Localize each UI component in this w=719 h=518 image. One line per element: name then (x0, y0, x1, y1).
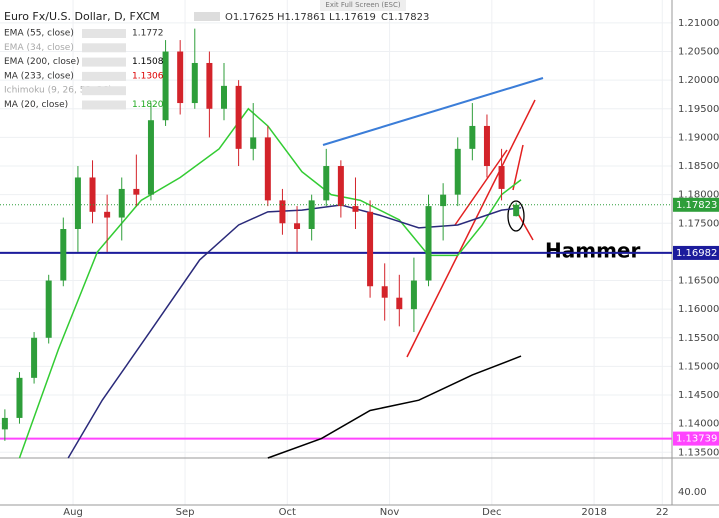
indicator-value: 1.1772 (132, 29, 164, 39)
moving-average (18, 107, 522, 459)
indicator-icons (82, 100, 126, 110)
highlight-ellipse (507, 200, 525, 232)
candle-body (513, 204, 520, 217)
moving-average (267, 355, 522, 459)
ohlc-value: L1.17619 (329, 12, 376, 23)
indicator-value: 1.1820 (132, 100, 164, 110)
candle-body (89, 177, 96, 212)
candle-body (337, 166, 344, 207)
candle-body (410, 280, 417, 310)
price-tag-label: 1.17823 (676, 200, 717, 211)
candle-body (308, 200, 315, 229)
indicator-name: MA (233, close) (4, 71, 74, 81)
candle-body (396, 297, 403, 310)
y-tick-label: 1.16000 (678, 304, 719, 315)
y-tick-label: 1.16500 (678, 276, 719, 287)
y-tick-label: 1.18500 (678, 161, 719, 172)
trend-line (406, 99, 536, 358)
x-tick-label: 22 (656, 507, 669, 518)
exit-button[interactable] (320, 0, 406, 11)
candle-body (279, 200, 286, 224)
x-tick-label: Oct (279, 507, 296, 518)
candle-body (104, 211, 111, 218)
candle-body (294, 223, 301, 229)
candle-body (381, 286, 388, 298)
price-tag (673, 431, 719, 446)
candle-body (221, 85, 227, 109)
candle-body (16, 377, 23, 418)
price-tag (673, 245, 719, 260)
candle-body (367, 211, 374, 287)
candle-body (264, 137, 271, 201)
arrow (512, 144, 524, 191)
indicator-icons (82, 86, 126, 96)
candle-body (352, 206, 359, 212)
indicator-name: Ichimoku (9, 26, 52, 26) (4, 86, 112, 96)
candle-body (177, 51, 184, 104)
y-tick-label: 1.19500 (678, 104, 719, 115)
candle-body (250, 137, 257, 149)
y-tick-label: 1.13500 (678, 447, 719, 458)
indicator-name: EMA (200, close) (4, 57, 80, 67)
candle-body (454, 148, 461, 195)
candle-body (235, 85, 242, 149)
candle-body (31, 337, 38, 378)
indicator-name: EMA (55, close) (4, 29, 74, 39)
candle-body (45, 280, 52, 338)
y-tick-label: 1.19000 (678, 132, 719, 143)
y-tick-label: 1.17500 (678, 218, 719, 229)
candle-body (323, 166, 330, 201)
y-tick-label: 1.20000 (678, 75, 719, 86)
indicator-value: 1.1306 (132, 71, 164, 81)
y-tick-label: 1.20500 (678, 47, 719, 58)
candle-body (425, 206, 432, 281)
ohlc-value: O1.17625 (225, 12, 274, 23)
price-tag (673, 197, 719, 212)
exit-label[interactable]: Exit Full Screen (ESC) (325, 1, 400, 9)
legend-icons (194, 12, 220, 21)
ohlc-value: C1.17823 (381, 12, 429, 23)
y-tick-label: 1.18000 (678, 190, 719, 201)
candle-body (191, 62, 198, 104)
indicator-name: EMA (34, close) (4, 43, 74, 53)
moving-average (67, 204, 522, 459)
trend-line (322, 77, 544, 146)
indicator-icons (82, 29, 126, 38)
indicator-icons (82, 43, 126, 53)
trend-line (454, 149, 508, 226)
price-tag-label: 1.13739 (676, 434, 717, 445)
candle-body (483, 125, 490, 167)
candle-body (133, 188, 140, 195)
annotation: Hammer (545, 239, 640, 263)
x-tick-label: Dec (482, 507, 501, 518)
y-tick-label: 1.21000 (678, 18, 719, 29)
candle-body (498, 166, 505, 189)
candle-body (118, 188, 125, 218)
indicator-value: 1.1508 (132, 57, 164, 67)
symbol-title: Euro Fx/U.S. Dollar, D, FXCM (4, 10, 160, 23)
candle-body (206, 62, 213, 109)
candle-body (74, 177, 81, 229)
x-tick-label: Nov (380, 507, 400, 518)
ohlc-value: H1.17861 (277, 12, 326, 23)
y-tick-label: 1.15000 (678, 361, 719, 372)
lower-panel-label: 40.00 (678, 487, 707, 498)
indicator-icons (82, 57, 126, 67)
x-tick-label: 2018 (581, 507, 606, 518)
y-tick-label: 1.14500 (678, 390, 719, 401)
candle-body (1, 417, 8, 430)
candle-body (440, 194, 447, 207)
candle-body (60, 229, 67, 281)
candle-body (147, 120, 154, 195)
y-tick-label: 1.14000 (678, 419, 719, 430)
x-tick-label: Aug (63, 507, 83, 518)
x-tick-label: Sep (176, 507, 195, 518)
y-tick-label: 1.15500 (678, 333, 719, 344)
price-tag-label: 1.16982 (676, 248, 717, 259)
candle-body (162, 51, 169, 121)
indicator-icons (82, 71, 126, 81)
candle-body (469, 125, 476, 149)
indicator-name: MA (20, close) (4, 100, 68, 110)
